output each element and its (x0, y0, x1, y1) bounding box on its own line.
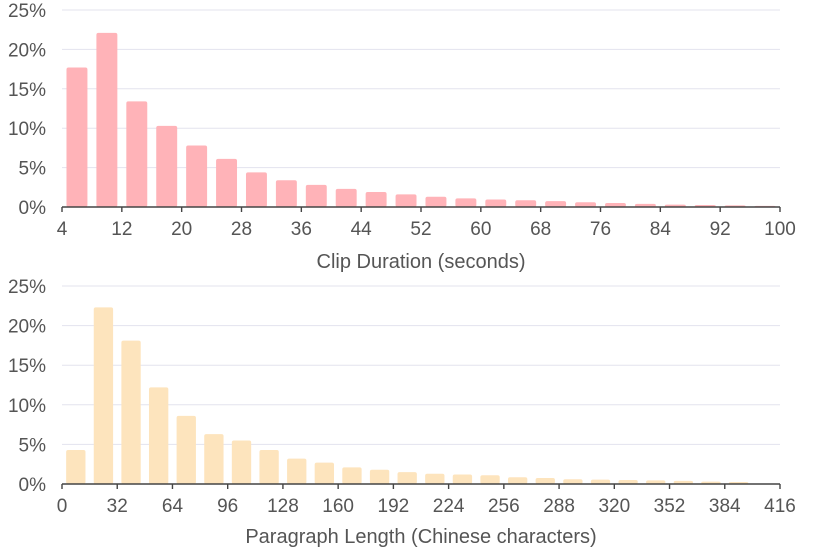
x-tick-label: 64 (162, 496, 184, 517)
x-tick-label: 12 (111, 219, 132, 240)
bar (455, 198, 477, 207)
bar (485, 199, 507, 207)
x-tick-label: 36 (291, 219, 312, 240)
bar (305, 184, 327, 207)
y-tick-label: 0% (19, 475, 47, 496)
bar (259, 449, 279, 484)
x-tick-label: 52 (410, 219, 431, 240)
y-tick-label: 15% (8, 80, 46, 101)
x-tick-label: 0 (57, 496, 68, 517)
y-tick-label: 15% (8, 356, 46, 377)
x-tick-label: 96 (217, 496, 238, 517)
bar (126, 101, 148, 207)
paragraph-length-histogram: 0% 5% 10% 15% 20% 25% 0 32 64 96 128 160 192 224 256 28… (8, 277, 796, 548)
bar (507, 477, 528, 484)
bar (452, 474, 473, 484)
bar (342, 467, 362, 484)
bar (148, 387, 169, 484)
x-tick-label: 20 (171, 219, 192, 240)
x-tick-label: 100 (764, 219, 796, 240)
bar (604, 203, 626, 207)
bar (618, 480, 638, 484)
x-tick-label: 4 (57, 219, 68, 240)
y-tick-label: 5% (19, 435, 47, 456)
x-tick-label: 60 (470, 219, 491, 240)
bar (369, 469, 390, 484)
x-axis-title: Clip Duration (seconds) (317, 251, 526, 273)
x-tick-label: 416 (764, 496, 796, 517)
y-tick-label: 20% (8, 317, 46, 338)
y-tick-label: 0% (19, 198, 47, 219)
bar (66, 67, 88, 207)
bar (216, 158, 238, 207)
bar (673, 480, 694, 484)
x-tick-label: 68 (530, 219, 551, 240)
x-tick-label: 288 (543, 496, 575, 517)
x-tick-label: 44 (351, 219, 373, 240)
bar (395, 194, 417, 207)
bar (590, 479, 611, 484)
bar (96, 32, 118, 207)
bar (545, 201, 567, 207)
x-tick-label: 192 (378, 496, 410, 517)
bar (176, 415, 196, 484)
bar (66, 449, 86, 484)
bar (634, 203, 656, 207)
y-tick-label: 20% (8, 40, 46, 61)
y-tick-label: 25% (8, 1, 46, 22)
x-tick-label: 160 (322, 496, 354, 517)
bar (365, 192, 387, 207)
x-tick-label: 128 (267, 496, 299, 517)
bar (515, 200, 537, 207)
bar (245, 172, 267, 207)
bar (275, 180, 297, 207)
x-tick-label: 320 (598, 496, 630, 517)
x-tick-label: 32 (107, 496, 128, 517)
y-tick-label: 10% (8, 119, 46, 140)
bar (397, 472, 417, 484)
bar (480, 475, 500, 484)
bar (93, 307, 114, 484)
bar (314, 462, 335, 484)
y-tick-label: 10% (8, 396, 46, 417)
bar (563, 479, 583, 484)
x-axis-title: Paragraph Length (Chinese characters) (245, 526, 596, 548)
bar (231, 440, 252, 484)
x-tick-label: 224 (433, 496, 465, 517)
x-tick-label: 84 (650, 219, 672, 240)
bar (575, 202, 597, 207)
bar (121, 340, 141, 484)
bar (204, 434, 224, 484)
x-tick-label: 92 (710, 219, 731, 240)
bar (646, 480, 666, 484)
bar (425, 473, 445, 484)
bar (186, 145, 208, 207)
x-tick-label: 28 (231, 219, 252, 240)
bar (335, 188, 357, 207)
bar (535, 478, 555, 484)
x-tick-label: 352 (654, 496, 686, 517)
clip-duration-histogram: 0% 5% 10% 15% 20% 25% 4 12 20 28 36 44 52 60 68 76 84 92 1… (8, 1, 796, 273)
x-tick-label: 256 (488, 496, 520, 517)
x-tick-label: 384 (709, 496, 741, 517)
y-tick-label: 5% (19, 159, 47, 180)
bar (425, 196, 447, 207)
bar (287, 458, 307, 484)
bar (156, 125, 178, 207)
y-tick-label: 25% (8, 277, 46, 298)
x-tick-label: 76 (590, 219, 611, 240)
